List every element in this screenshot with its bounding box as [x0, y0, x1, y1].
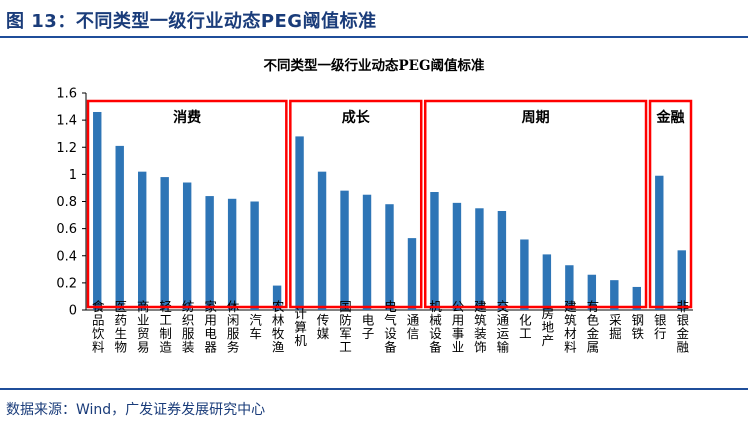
- group-label: 成长: [342, 109, 371, 126]
- bar: [475, 208, 484, 310]
- x-tick-label: 休闲服务: [225, 300, 240, 354]
- bar-chart: 0 0.2 0.4 0.6 0.8 1 1.2 1.4 1.6 食品饮料 医药生物 商业贸易 轻工制造纺…: [56, 87, 693, 354]
- bar: [340, 190, 349, 310]
- x-tick-label: 农林牧渔: [270, 300, 285, 354]
- bar: [542, 254, 552, 310]
- bar: [655, 175, 664, 310]
- bar: [272, 285, 282, 310]
- x-tick-label: 建筑装饰: [472, 300, 487, 354]
- x-tick-label: 电气设备: [382, 300, 397, 354]
- bar: [205, 196, 214, 310]
- bar: [520, 239, 529, 310]
- x-tick-label: 非银金融: [674, 300, 689, 354]
- bar: [362, 194, 372, 310]
- x-tick-label: 国防军工: [337, 300, 352, 354]
- x-tick-label: 钢铁: [629, 314, 644, 341]
- x-tick-label: 医药生物: [112, 300, 127, 354]
- figure-title: 图 13：不同类型一级行业动态PEG阈值标准: [6, 11, 377, 32]
- chart-title: 不同类型一级行业动态PEG阈值标准: [263, 58, 485, 74]
- figure-header: 图 13：不同类型一级行业动态PEG阈值标准: [0, 0, 748, 38]
- bar: [385, 204, 394, 310]
- x-tick-label: 房地产: [539, 306, 554, 348]
- group-box: [86, 99, 288, 309]
- y-tick-label: 0.6: [56, 222, 77, 237]
- x-tick-label: 轻工制造: [157, 300, 172, 354]
- y-tick-label: 1.4: [56, 114, 77, 129]
- group-label: 金融: [656, 109, 685, 126]
- bar: [182, 182, 192, 310]
- y-tick-label: 1.6: [56, 87, 77, 102]
- x-tick-label: 建筑材料: [562, 300, 577, 354]
- y-tick-label: 1: [69, 168, 77, 183]
- x-tick-label: 计算机: [292, 307, 307, 348]
- bar: [497, 210, 507, 310]
- x-tick-label: 汽车: [247, 313, 262, 341]
- bar: [160, 177, 169, 310]
- y-tick-label: 0.2: [56, 276, 77, 291]
- group-box: [289, 99, 423, 309]
- x-tick-label: 公用事业: [449, 300, 464, 354]
- bar: [565, 265, 574, 310]
- x-tick-label: 交通运输: [494, 299, 509, 354]
- x-tick-label: 家用电器: [202, 299, 217, 354]
- bar: [227, 198, 237, 310]
- bar: [632, 286, 641, 310]
- x-tick-label: 有色金属: [584, 300, 599, 354]
- bar: [610, 280, 619, 310]
- group-box: [423, 99, 648, 309]
- x-tick-label: 传媒: [315, 313, 330, 341]
- x-tick-label: 通信: [404, 314, 419, 341]
- x-tick-label: 食品饮料: [90, 299, 105, 354]
- y-tick-label: 0.4: [56, 249, 77, 264]
- y-tick-label: 0.8: [56, 195, 77, 210]
- group-box: [648, 99, 693, 309]
- y-tick-label: 1.2: [56, 141, 77, 156]
- bar: [138, 171, 147, 310]
- x-tick-label: 机械设备: [427, 300, 442, 354]
- bar: [587, 274, 597, 310]
- group-label: 消费: [173, 109, 201, 126]
- x-tick-label: 纺织服装: [180, 300, 195, 354]
- x-tick-label: 银行: [652, 314, 667, 341]
- x-tick-label: 商业贸易: [135, 299, 150, 354]
- figure-footer: 数据来源：Wind，广发证券发展研究中心: [0, 388, 748, 429]
- bar: [452, 202, 462, 310]
- bar: [317, 171, 327, 310]
- bar: [295, 136, 304, 310]
- source-note: 数据来源：Wind，广发证券发展研究中心: [6, 402, 266, 418]
- group-label: 周期: [522, 110, 550, 126]
- bar: [677, 250, 686, 310]
- x-tick-label: 电子: [360, 314, 375, 341]
- bar: [250, 201, 259, 310]
- x-tick-label: 采掘: [607, 314, 622, 341]
- bar: [93, 111, 102, 310]
- bar: [430, 192, 439, 310]
- y-tick-label: 0: [69, 304, 77, 319]
- bar: [407, 238, 417, 310]
- x-tick-label: 化工: [517, 314, 532, 341]
- bar: [115, 145, 124, 310]
